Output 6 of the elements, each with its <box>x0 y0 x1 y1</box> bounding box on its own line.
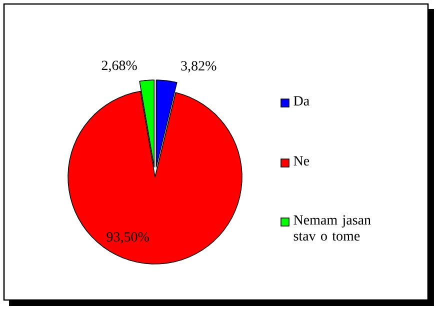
data-label: 2,68% <box>102 60 137 72</box>
data-label: 3,82% <box>181 61 216 73</box>
legend-label: Da <box>294 96 310 106</box>
legend-label: Ne <box>294 156 310 166</box>
legend-label: Nemam jasan stav o tome <box>294 215 371 241</box>
data-label: 93,50% <box>106 232 149 244</box>
